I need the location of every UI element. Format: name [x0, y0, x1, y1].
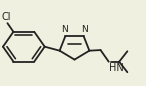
- Text: HN: HN: [109, 63, 124, 73]
- Text: N: N: [61, 25, 68, 34]
- Text: N: N: [81, 25, 88, 34]
- Text: Cl: Cl: [2, 12, 11, 22]
